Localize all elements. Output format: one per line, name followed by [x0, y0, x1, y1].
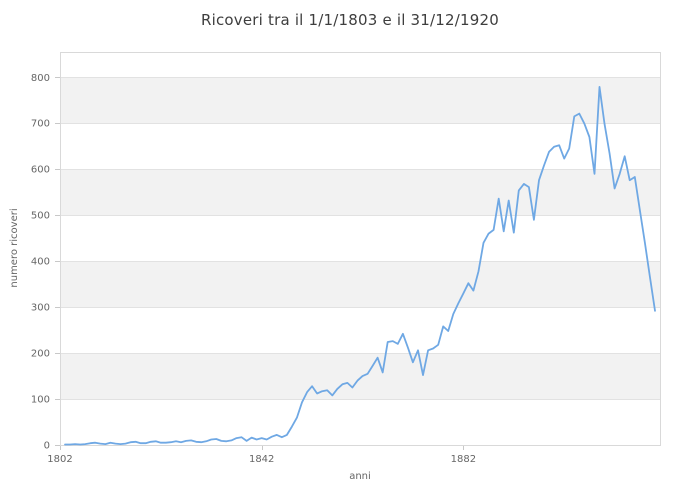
y-axis-title: numero ricoveri: [9, 208, 20, 287]
band: [60, 353, 660, 400]
chart-title: Ricoveri tra il 1/1/1803 e il 31/12/1920: [200, 11, 500, 29]
x-tick-label: 1802: [47, 454, 72, 465]
y-tick-label: 600: [31, 165, 50, 176]
tick-marks: [55, 77, 464, 450]
y-tick-label: 500: [31, 211, 50, 222]
y-tick-label: 400: [31, 257, 50, 268]
gridlines: [60, 77, 660, 400]
data-line: [64, 86, 656, 446]
background-bands: [60, 77, 660, 400]
y-tick-label: 300: [31, 303, 50, 314]
y-tick-label: 700: [31, 119, 50, 130]
band: [60, 77, 660, 124]
x-tick-label: 1842: [249, 454, 274, 465]
x-axis-title: anni: [349, 471, 371, 482]
tick-labels: 0 100 200 300 400 500 600 700 800 1802 1842 1882: [31, 73, 476, 465]
plot-border: [60, 52, 661, 446]
y-tick-label: 800: [31, 73, 50, 84]
y-tick-label: 200: [31, 349, 50, 360]
band: [60, 169, 660, 216]
x-tick-label: 1882: [451, 454, 476, 465]
y-tick-label: 100: [31, 395, 50, 406]
y-tick-label: 0: [44, 441, 50, 452]
band: [60, 261, 660, 308]
